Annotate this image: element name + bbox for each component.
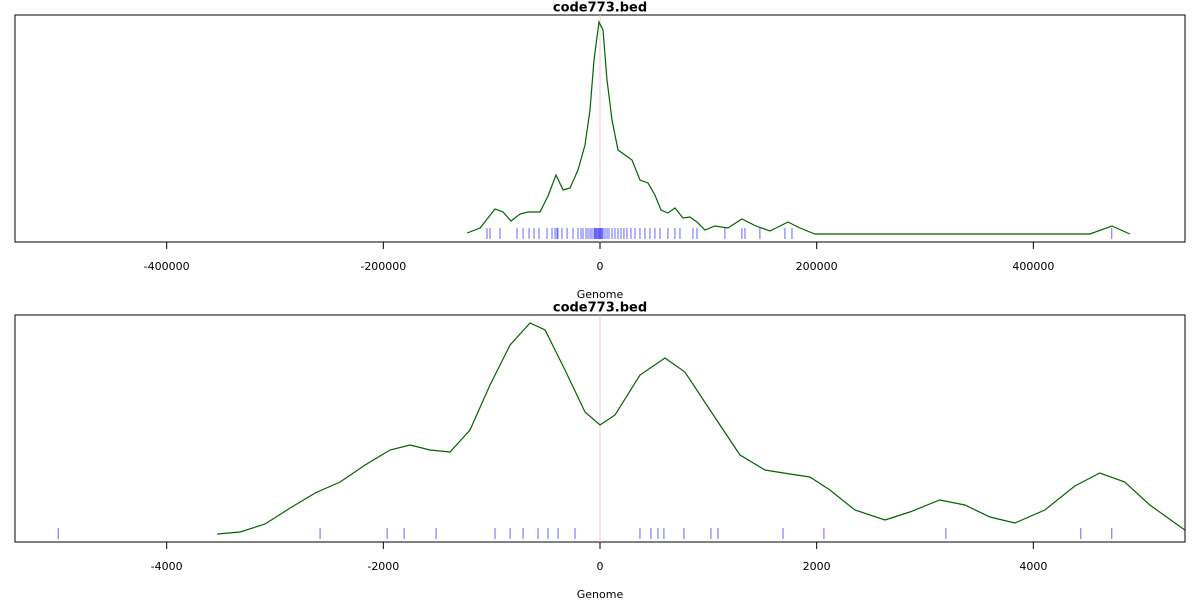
- chart-title: code773.bed: [553, 1, 647, 16]
- x-axis-label: Genome: [577, 288, 624, 301]
- density-line: [217, 322, 1186, 535]
- x-tick-label: -2000: [367, 560, 399, 573]
- x-tick-label: 0: [597, 260, 604, 273]
- x-tick-label: -400000: [144, 260, 190, 273]
- x-tick-label: 200000: [796, 260, 838, 273]
- x-tick-label: -4000: [151, 560, 183, 573]
- chart-title: code773.bed: [553, 301, 647, 316]
- x-tick-label: 2000: [803, 560, 831, 573]
- x-tick-label: 4000: [1019, 560, 1047, 573]
- x-axis-label: Genome: [577, 588, 624, 600]
- x-tick-label: -200000: [360, 260, 406, 273]
- x-tick-label: 0: [597, 560, 604, 573]
- density-line: [466, 19, 1131, 235]
- x-tick-label: 400000: [1012, 260, 1054, 273]
